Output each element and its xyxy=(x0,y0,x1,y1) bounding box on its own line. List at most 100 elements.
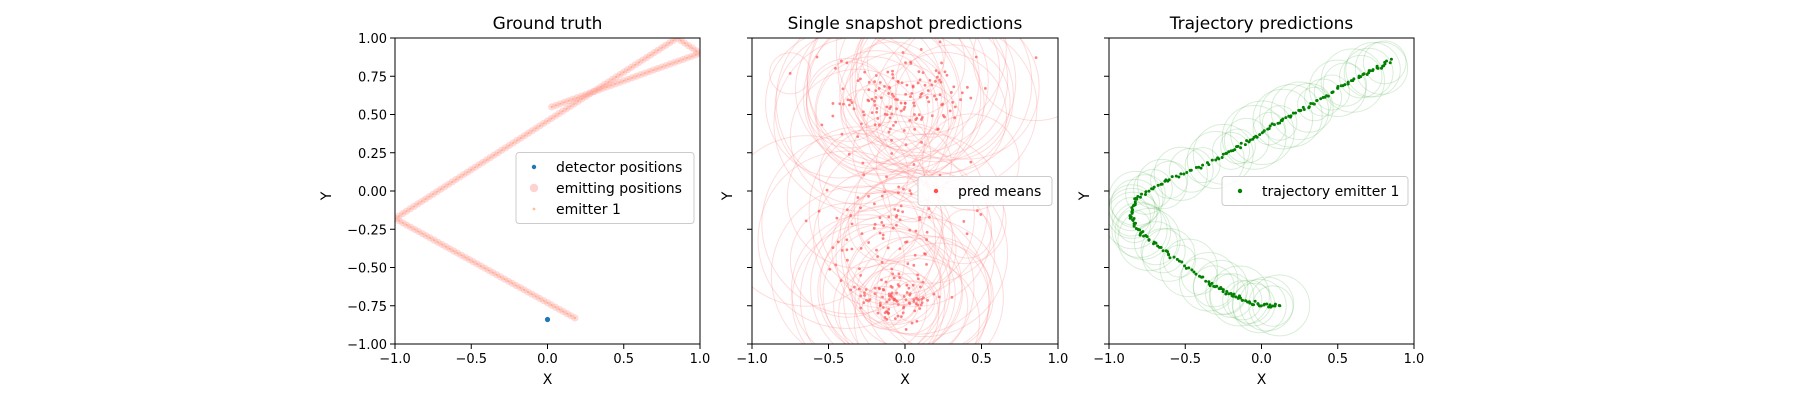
trajectory-point xyxy=(1134,227,1138,231)
pred-mean-point xyxy=(888,127,892,131)
emitter-1-point xyxy=(665,64,668,67)
pred-mean-point xyxy=(834,66,837,70)
legend-box xyxy=(917,176,1053,206)
y-tick-label: −0.25 xyxy=(347,223,387,238)
trajectory-point xyxy=(1302,107,1306,111)
trajectory-point xyxy=(1262,129,1266,133)
trajectory-point xyxy=(1207,163,1211,167)
pred-mean-point xyxy=(885,317,889,321)
pred-mean-point xyxy=(949,91,953,94)
pred-mean-point xyxy=(943,70,947,74)
trajectory-point xyxy=(1278,304,1282,308)
pred-mean-point xyxy=(925,230,929,234)
trajectory-point xyxy=(1144,190,1148,194)
trajectory-point xyxy=(1224,292,1228,296)
pred-mean-point xyxy=(916,277,920,281)
pred-mean-point xyxy=(914,118,918,121)
uncertainty-circle xyxy=(854,234,990,344)
pred-mean-point xyxy=(887,92,890,95)
pred-mean-point xyxy=(901,51,905,54)
pred-mean-point xyxy=(917,70,921,74)
legend-box xyxy=(1221,176,1409,206)
pred-mean-point xyxy=(953,105,957,109)
trajectory-point xyxy=(1244,299,1248,303)
pred-mean-point xyxy=(878,231,882,235)
trajectory-uncertainty-circle xyxy=(1117,209,1151,244)
emitter-1-point xyxy=(681,58,685,61)
pred-mean-point xyxy=(902,107,906,111)
emitter-1-point xyxy=(527,132,530,135)
trajectory-point xyxy=(1130,210,1134,214)
pred-mean-point xyxy=(933,94,936,98)
emitter-1-point xyxy=(495,273,498,276)
trajectory-uncertainty-circle xyxy=(1109,191,1162,250)
pred-mean-point xyxy=(909,61,913,65)
emitter-1-point xyxy=(451,180,454,184)
trajectory-uncertainty-circle xyxy=(1133,168,1173,209)
pred-mean-point xyxy=(945,73,949,77)
uncertainty-circle xyxy=(791,214,942,344)
emitter-1-point xyxy=(425,234,428,237)
pred-mean-point xyxy=(903,101,907,105)
trajectory-uncertainty-circle xyxy=(1193,259,1249,316)
pred-mean-point xyxy=(918,215,922,219)
emitter-1-point xyxy=(530,293,534,296)
legend-box xyxy=(515,152,695,224)
uncertainty-circle xyxy=(884,242,994,344)
trajectory-point xyxy=(1156,183,1160,187)
emitter-1-point xyxy=(664,44,667,47)
emitter-1-point xyxy=(397,219,401,222)
pred-mean-point xyxy=(901,311,905,315)
pred-mean-point xyxy=(856,79,860,83)
emitter-1-point xyxy=(561,110,564,113)
trajectory-point xyxy=(1237,294,1241,298)
emitter-1-point xyxy=(435,190,439,193)
trajectory-uncertainty-circle xyxy=(1111,197,1152,237)
pred-mean-point xyxy=(867,88,871,92)
pred-mean-point xyxy=(904,143,908,147)
emitter-1-point xyxy=(634,63,637,66)
x-tick-label: 0.5 xyxy=(971,352,992,367)
trajectory-point xyxy=(1136,195,1140,199)
panel-1: Ground truth X Y −1.0 −0.5 0.0 0.5 1.0 1.00 0.75 0… xyxy=(319,14,710,388)
pred-mean-point xyxy=(872,226,876,230)
trajectory-point xyxy=(1143,192,1147,196)
pred-mean-point xyxy=(881,233,885,237)
pred-mean-point xyxy=(840,132,844,136)
pred-mean-point xyxy=(896,80,900,84)
pred-mean-point xyxy=(904,298,908,302)
pred-mean-point xyxy=(845,208,849,212)
trajectory-uncertainty-circle xyxy=(1179,251,1239,312)
pred-mean-point xyxy=(925,263,928,266)
emitter-1-point xyxy=(673,61,676,64)
pred-mean-point xyxy=(913,127,917,131)
pred-mean-point xyxy=(892,298,896,301)
pred-mean-point xyxy=(873,123,877,127)
legend: pred means xyxy=(917,176,1053,206)
emitter-1-point xyxy=(557,112,561,115)
trajectory-uncertainty-circle xyxy=(1239,276,1295,332)
pred-mean-point xyxy=(983,87,987,90)
trajectory-point xyxy=(1270,122,1274,126)
emitter-1-point xyxy=(538,297,541,300)
trajectory-point xyxy=(1269,305,1273,309)
emitting-position-point xyxy=(696,49,700,57)
trajectory-point xyxy=(1175,257,1179,261)
emitter-1-point xyxy=(416,202,419,206)
trajectory-uncertainty-circle xyxy=(1231,282,1276,327)
pred-mean-point xyxy=(921,71,925,74)
uncertainty-circle xyxy=(895,38,1040,160)
pred-mean-point xyxy=(940,103,944,107)
pred-mean-point xyxy=(887,215,891,219)
pred-mean-point xyxy=(959,98,962,102)
uncertainty-circle xyxy=(861,63,949,151)
trajectory-point xyxy=(1167,178,1171,182)
pred-mean-point xyxy=(839,279,843,282)
pred-mean-point xyxy=(881,237,885,240)
uncertainty-circle xyxy=(757,150,937,329)
trajectory-point xyxy=(1250,303,1254,307)
pred-mean-point xyxy=(862,173,866,177)
pred-mean-point xyxy=(877,123,881,127)
pred-mean-point xyxy=(919,48,923,51)
